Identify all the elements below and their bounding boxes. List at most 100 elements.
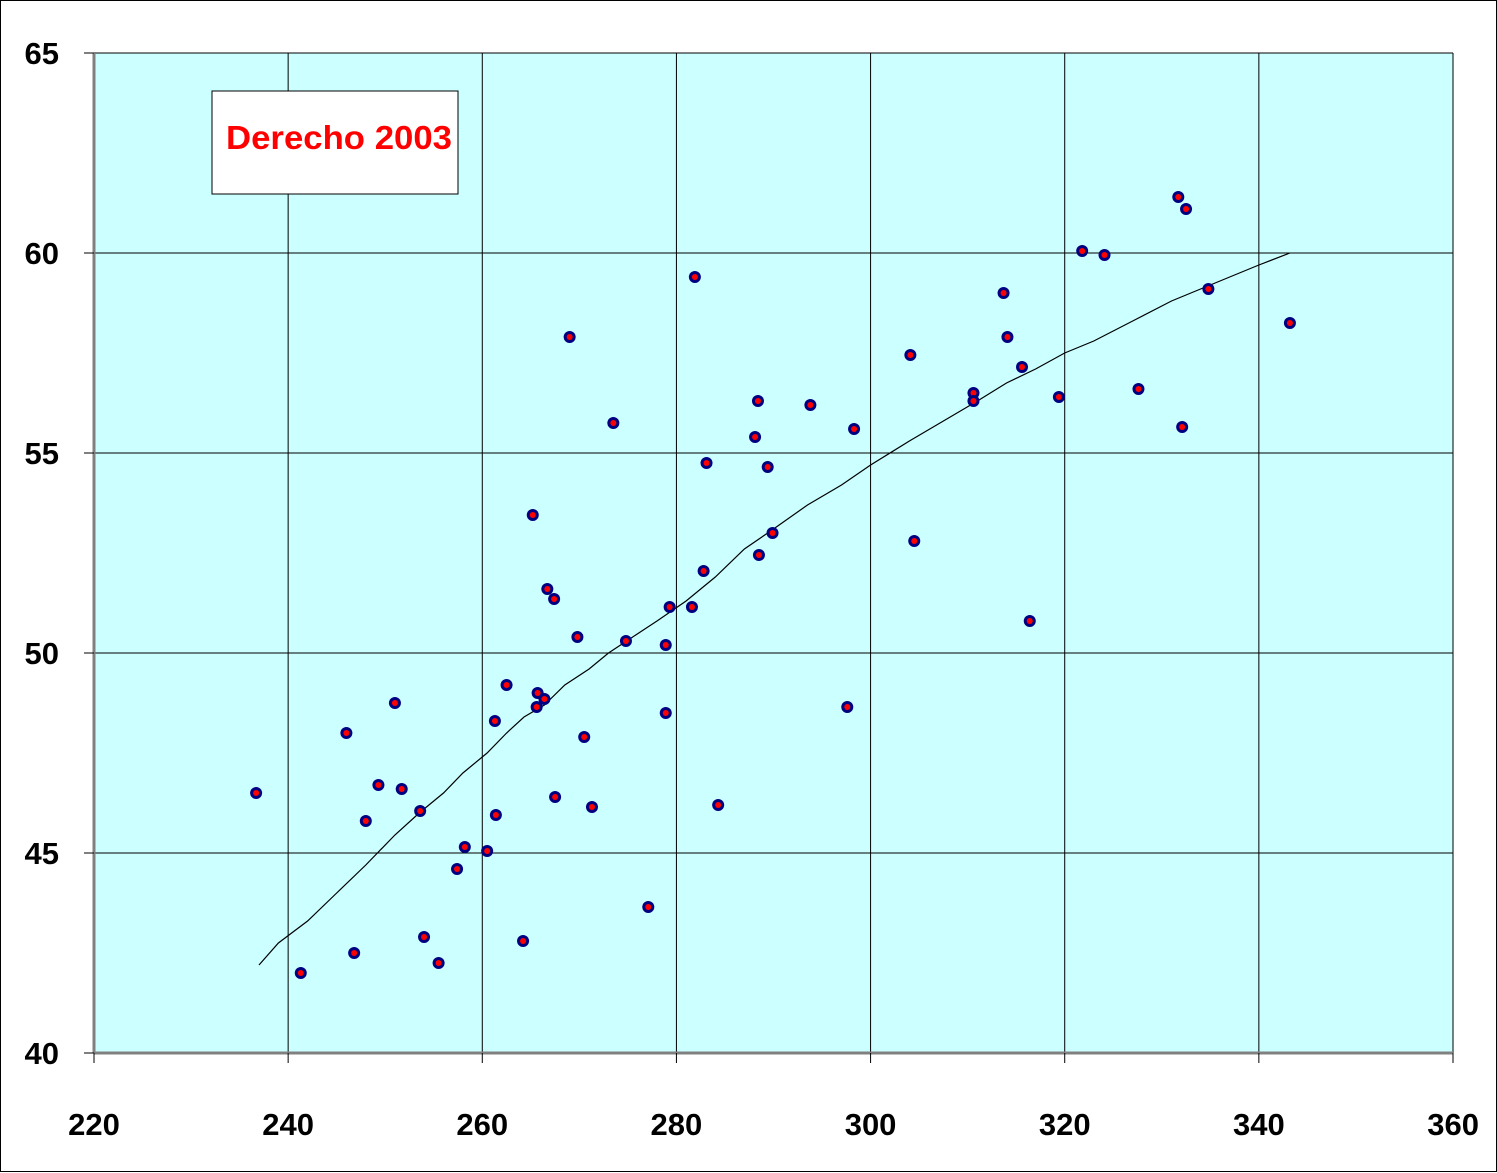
- data-point: [432, 957, 445, 969]
- data-point-core: [688, 604, 695, 610]
- data-point: [749, 431, 762, 443]
- data-point-core: [551, 596, 558, 602]
- data-point: [688, 271, 701, 283]
- data-point-core: [1004, 334, 1011, 340]
- data-point: [500, 679, 513, 691]
- data-point: [761, 461, 774, 473]
- x-tick-label: 360: [1427, 1107, 1479, 1142]
- data-point-core: [700, 568, 707, 574]
- annotation-frame: [211, 90, 459, 195]
- tick-labels: 220 240 260 280 300 320 340 360 40 45 50 55 60 65: [25, 36, 1479, 1142]
- data-point: [1202, 283, 1215, 295]
- data-point-core: [622, 638, 629, 644]
- data-point: [1016, 361, 1029, 373]
- data-point-core: [375, 782, 382, 788]
- data-point: [1076, 245, 1089, 257]
- data-point: [563, 331, 576, 343]
- data-point: [700, 457, 713, 469]
- data-point-core: [703, 460, 710, 466]
- data-point-core: [610, 420, 617, 426]
- data-point: [804, 399, 817, 411]
- data-point-core: [911, 538, 918, 544]
- data-point-core: [566, 334, 573, 340]
- annotation-label: Derecho 2003: [226, 119, 452, 156]
- data-point: [752, 549, 765, 561]
- data-point: [766, 527, 779, 539]
- data-point-core: [398, 786, 405, 792]
- y-tick-label: 55: [25, 436, 59, 471]
- data-point: [578, 731, 591, 743]
- data-point: [1283, 317, 1296, 329]
- data-point: [697, 565, 710, 577]
- data-point-core: [534, 690, 541, 696]
- data-point: [548, 593, 561, 605]
- data-point: [1098, 249, 1111, 261]
- data-point: [549, 791, 562, 803]
- data-point-core: [529, 512, 536, 518]
- data-point: [642, 901, 655, 913]
- data-point: [908, 535, 921, 547]
- data-point: [1180, 203, 1193, 215]
- data-point: [388, 697, 401, 709]
- data-point: [663, 601, 676, 613]
- data-point: [418, 931, 431, 943]
- y-tick-label: 45: [25, 836, 59, 871]
- data-point-core: [1101, 252, 1108, 258]
- data-point-core: [807, 402, 814, 408]
- data-point-core: [764, 464, 771, 470]
- data-point-core: [533, 704, 540, 710]
- data-point-core: [253, 790, 260, 796]
- y-tick-label: 60: [25, 236, 59, 271]
- data-point: [481, 845, 494, 857]
- data-point-core: [970, 390, 977, 396]
- x-tick-label: 240: [262, 1107, 314, 1142]
- data-point: [841, 701, 854, 713]
- data-point: [712, 799, 725, 811]
- data-point: [1023, 615, 1036, 627]
- data-point: [1052, 391, 1065, 403]
- data-point: [659, 707, 672, 719]
- data-point-core: [645, 904, 652, 910]
- data-point: [1001, 331, 1014, 343]
- data-point: [348, 947, 361, 959]
- data-point-core: [715, 802, 722, 808]
- data-point-core: [461, 844, 468, 850]
- data-point: [372, 779, 385, 791]
- data-point-core: [752, 434, 759, 440]
- data-point-core: [297, 970, 304, 976]
- data-point-core: [520, 938, 527, 944]
- data-point-core: [844, 704, 851, 710]
- data-point: [541, 583, 554, 595]
- data-point-core: [552, 794, 559, 800]
- data-point: [848, 423, 861, 435]
- data-point: [414, 805, 427, 817]
- data-point-core: [1079, 248, 1086, 254]
- data-point-core: [343, 730, 350, 736]
- data-point: [619, 635, 632, 647]
- data-point: [530, 701, 543, 713]
- data-point-core: [907, 352, 914, 358]
- data-point-core: [421, 934, 428, 940]
- data-point-core: [581, 734, 588, 740]
- data-point: [517, 935, 530, 947]
- y-tick-label: 40: [25, 1036, 59, 1071]
- data-point-core: [362, 818, 369, 824]
- axes: [84, 52, 1454, 1063]
- data-point: [659, 639, 672, 651]
- data-point: [685, 601, 698, 613]
- data-point-core: [1026, 618, 1033, 624]
- data-point-core: [574, 634, 581, 640]
- data-point-core: [454, 866, 461, 872]
- data-point-core: [691, 274, 698, 280]
- data-point-core: [666, 604, 673, 610]
- data-point-core: [1183, 206, 1190, 212]
- data-point-core: [662, 710, 669, 716]
- data-point-core: [754, 398, 761, 404]
- x-tick-label: 280: [651, 1107, 703, 1142]
- data-point: [488, 715, 501, 727]
- data-point: [395, 783, 408, 795]
- data-point-core: [1175, 194, 1182, 200]
- data-point: [1172, 191, 1185, 203]
